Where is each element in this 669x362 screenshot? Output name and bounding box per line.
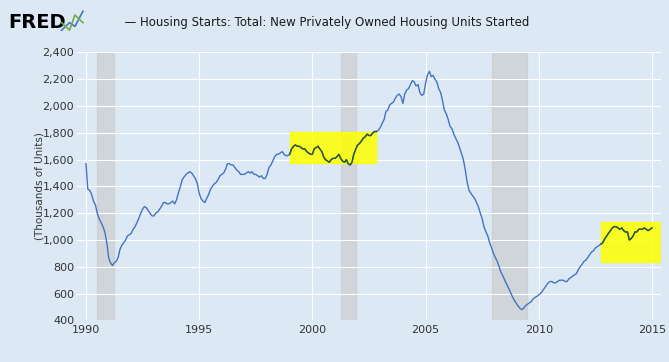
Bar (97, 52, 114, 320)
Bar (601, 222, 661, 262)
Bar (341, 52, 356, 320)
Text: — Housing Starts: Total: New Privately Owned Housing Units Started: — Housing Starts: Total: New Privately O… (117, 16, 529, 29)
Bar (290, 132, 377, 163)
Text: FRED: FRED (8, 13, 66, 32)
Bar (492, 52, 527, 320)
Y-axis label: (Thousands of Units): (Thousands of Units) (35, 132, 45, 240)
